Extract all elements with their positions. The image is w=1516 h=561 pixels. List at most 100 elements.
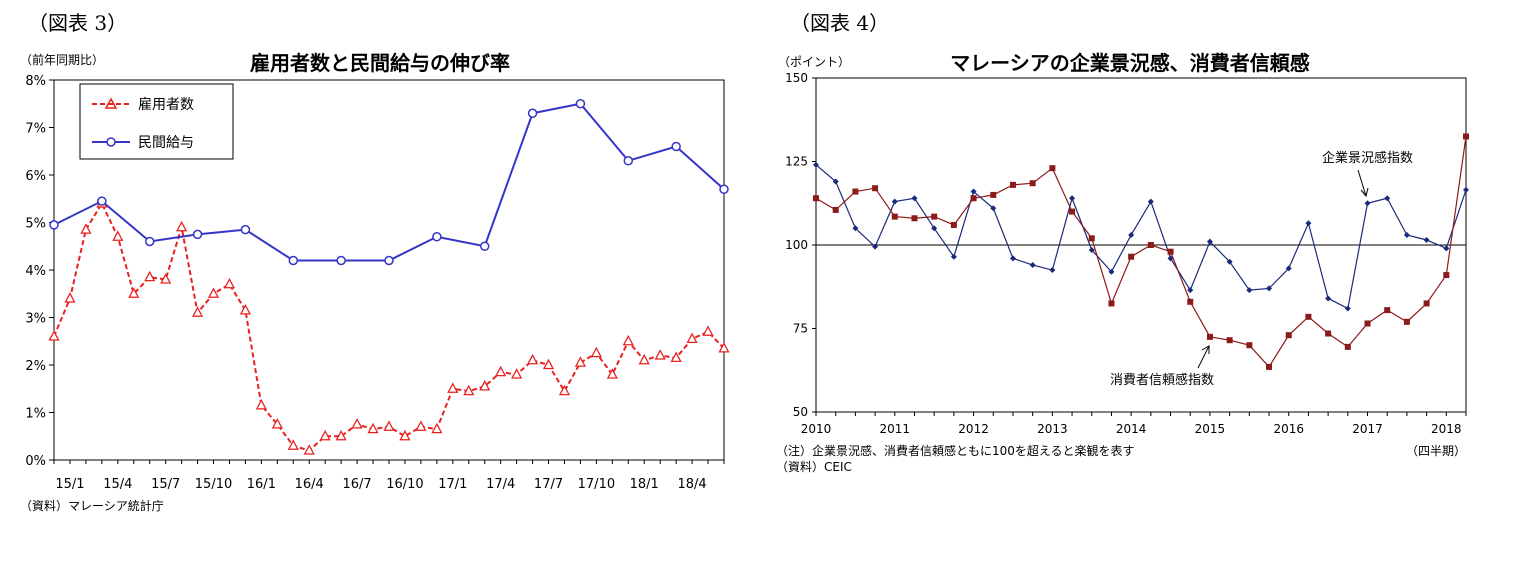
- chart2-point-business: [1266, 285, 1273, 292]
- chart1-point-employment: [558, 384, 571, 396]
- chart1-y-tick-label: 2%: [25, 359, 46, 374]
- chart1-point-employment: [542, 358, 555, 370]
- chart-business-consumer-sentiment: （図表 4） マレーシアの企業景況感、消費者信頼感 （ポイント） 50 75 100…: [776, 11, 1469, 474]
- chart1-y-tick-label: 5%: [25, 217, 46, 232]
- chart2-x-axis: 2010 2011 2012 2013 2014 2015 2016 2017 2018: [801, 412, 1467, 436]
- chart1-point-employment: [176, 220, 188, 232]
- chart1-point-wages: [288, 255, 299, 266]
- chart1-x-axis: 15/1 15/4 15/7 15/10 16/1 16/4 16/7 16/10 17/1 17…: [53, 460, 725, 492]
- chart2-point-business: [1285, 265, 1292, 272]
- chart2-x-tick-label: 2014: [1116, 422, 1147, 436]
- chart2-point-consumer: [1285, 332, 1292, 339]
- chart-employment-wages: （図表 3） 雇用者数と民間給与の伸び率 （前年同期比） 0% 1% 2% 3% 4% 5…: [20, 11, 730, 513]
- chart2-point-consumer: [1049, 165, 1056, 172]
- chart1-point-employment: [319, 429, 331, 441]
- chart1-source: （資料）マレーシア統計庁: [20, 498, 164, 513]
- chart1-point-employment: [367, 422, 379, 434]
- chart1-point-employment: [574, 356, 587, 367]
- chart1-point-employment: [351, 417, 363, 429]
- chart2-point-consumer: [1167, 248, 1174, 255]
- chart1-point-employment: [64, 292, 76, 303]
- chart2-point-consumer: [950, 221, 957, 228]
- chart1-x-tick-label: 16/7: [342, 477, 371, 492]
- chart1-point-employment: [415, 420, 427, 431]
- chart1-point-wages: [144, 236, 155, 247]
- chart2-point-consumer: [1443, 272, 1450, 279]
- chart2-arrowhead-business: [1360, 187, 1369, 198]
- chart2-label-consumer: 消費者信頼感指数: [1110, 372, 1214, 388]
- chart1-point-employment: [48, 330, 60, 341]
- chart2-point-business: [1147, 198, 1154, 205]
- chart2-point-consumer: [931, 213, 938, 220]
- chart1-point-employment: [223, 277, 236, 289]
- chart2-x-tick-label: 2012: [958, 422, 989, 436]
- chart1-point-employment: [399, 429, 411, 441]
- chart1-point-wages: [336, 255, 346, 266]
- chart1-point-wages: [479, 241, 490, 251]
- chart1-x-tick-label: 15/7: [151, 477, 180, 492]
- chart1-point-employment: [335, 429, 347, 441]
- chart2-series-line-business: [815, 164, 1467, 310]
- chart1-y-axis: 0% 1% 2% 3% 4% 5% 6% 7% 8%: [25, 74, 54, 469]
- chart2-point-consumer: [1206, 333, 1213, 340]
- chart2-point-business: [852, 225, 859, 232]
- chart2-point-consumer: [1147, 242, 1154, 248]
- chart1-y-tick-label: 6%: [25, 169, 46, 184]
- chart2-point-business: [1187, 287, 1194, 294]
- chart2-point-business: [1384, 195, 1391, 202]
- chart1-point-employment: [239, 303, 252, 315]
- chart2-x-tick-label: 2015: [1195, 422, 1226, 436]
- chart1-point-employment: [702, 325, 714, 336]
- chart2-point-business: [1167, 255, 1174, 262]
- chart2-point-business: [1009, 255, 1016, 262]
- chart2-point-consumer: [911, 215, 918, 222]
- chart1-point-employment: [463, 384, 475, 396]
- legend-employment-label: 雇用者数: [138, 96, 194, 113]
- chart1-x-tick-label: 15/4: [103, 477, 132, 492]
- chart1-point-employment: [590, 346, 602, 358]
- chart2-x-tick-label: 2011: [880, 422, 911, 436]
- chart1-point-employment: [271, 417, 283, 429]
- chart2-point-consumer: [1364, 320, 1371, 327]
- chart1-point-employment: [526, 353, 539, 365]
- chart1-x-tick-label: 18/4: [677, 477, 706, 492]
- chart1-point-employment: [128, 287, 140, 298]
- chart2-y-tick-label: 150: [785, 71, 808, 85]
- chart2-point-business: [1305, 220, 1312, 227]
- chart2-point-consumer: [1344, 343, 1351, 350]
- chart2-label-business: 企業景況感指数: [1322, 150, 1413, 166]
- chart1-point-employment: [447, 382, 459, 393]
- chart1-x-tick-label: 17/7: [534, 477, 563, 492]
- chart2-point-business: [813, 161, 819, 168]
- chart1-point-wages: [97, 196, 107, 206]
- chart2-x-tick-label: 2016: [1273, 422, 1304, 436]
- chart2-y-tick-label: 50: [793, 405, 808, 419]
- legend-wage-marker: [106, 137, 116, 147]
- chart1-legend-box: [79, 83, 234, 160]
- chart1-point-employment: [144, 270, 156, 282]
- chart2-point-business: [1443, 245, 1450, 252]
- chart1-point-wages: [192, 229, 203, 240]
- chart1-point-wages: [719, 184, 729, 194]
- chart1-point-wages: [575, 99, 586, 109]
- chart2-point-business: [1246, 287, 1253, 294]
- chart1-point-employment: [431, 422, 443, 434]
- chart2-point-consumer: [832, 206, 839, 213]
- chart2-source: （資料）CEIC: [776, 460, 852, 474]
- chart2-x-tick-label: 2013: [1037, 422, 1068, 436]
- chart2-point-consumer: [1069, 208, 1076, 215]
- chart1-x-tick-label: 16/4: [295, 477, 324, 492]
- chart1-x-tick-label: 16/1: [247, 477, 276, 492]
- chart1-point-employment: [191, 306, 204, 317]
- chart2-point-consumer: [852, 188, 859, 195]
- chart2-point-business: [1049, 267, 1056, 274]
- chart1-point-employment: [255, 398, 267, 410]
- chart1-point-employment: [686, 332, 698, 344]
- chart2-ylabel: （ポイント）: [778, 55, 850, 69]
- chart2-point-business: [1108, 268, 1115, 275]
- chart2-x-tick-label: 2018: [1431, 422, 1462, 436]
- chart1-x-tick-label: 18/1: [630, 477, 659, 492]
- chart2-point-consumer: [1128, 253, 1135, 260]
- chart2-point-consumer: [1463, 133, 1469, 140]
- chart2-y-tick-label: 100: [785, 238, 808, 252]
